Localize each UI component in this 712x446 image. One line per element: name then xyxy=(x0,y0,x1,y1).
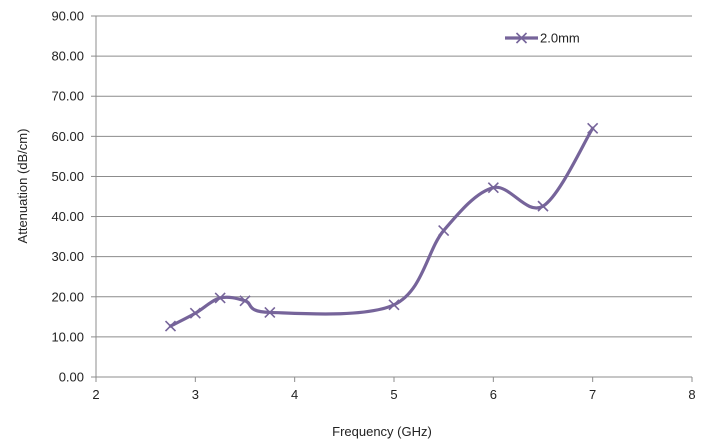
gridlines xyxy=(96,15,692,338)
y-tick-label: 30.00 xyxy=(51,249,84,264)
x-tick-label: 4 xyxy=(291,387,298,402)
x-tick-label: 7 xyxy=(589,387,596,402)
y-tick-label: 0.00 xyxy=(59,370,84,385)
x-tick-label: 8 xyxy=(688,387,695,402)
data-point-marker xyxy=(214,292,226,304)
data-point-marker xyxy=(264,306,276,318)
y-tick-label: 80.00 xyxy=(51,49,84,64)
data-point-marker xyxy=(487,182,499,194)
legend-swatch-marker xyxy=(515,32,528,44)
data-point-marker xyxy=(537,200,549,212)
data-point-marker xyxy=(388,299,400,311)
y-tick-label: 10.00 xyxy=(51,329,84,344)
y-tick-label: 40.00 xyxy=(51,209,84,224)
y-tick-label: 20.00 xyxy=(51,289,84,304)
x-tick-label: 6 xyxy=(490,387,497,402)
legend: 2.0mm xyxy=(505,31,580,46)
series-layer xyxy=(164,122,599,332)
x-tick-label: 2 xyxy=(92,387,99,402)
y-tick-label: 60.00 xyxy=(51,129,84,144)
y-tick-label: 50.00 xyxy=(51,169,84,184)
x-tick-label: 3 xyxy=(192,387,199,402)
data-point-marker xyxy=(164,320,177,332)
tick-labels: 0.00 10.00 20.00 30.00 40.00 50.00 60.00 70.00 8… xyxy=(51,9,695,403)
y-axis-label: Attenuation (dB/cm) xyxy=(15,129,30,244)
data-point-marker xyxy=(587,122,599,134)
axes xyxy=(91,15,693,382)
series-line xyxy=(168,126,595,328)
x-axis-label: Frequency (GHz) xyxy=(332,424,432,439)
legend-label: 2.0mm xyxy=(540,31,580,46)
y-tick-label: 70.00 xyxy=(51,89,84,104)
y-tick-label: 90.00 xyxy=(51,9,84,24)
data-point-marker xyxy=(438,225,450,237)
data-point-marker xyxy=(239,295,251,307)
data-point-marker xyxy=(189,307,201,319)
x-tick-label: 5 xyxy=(390,387,397,402)
